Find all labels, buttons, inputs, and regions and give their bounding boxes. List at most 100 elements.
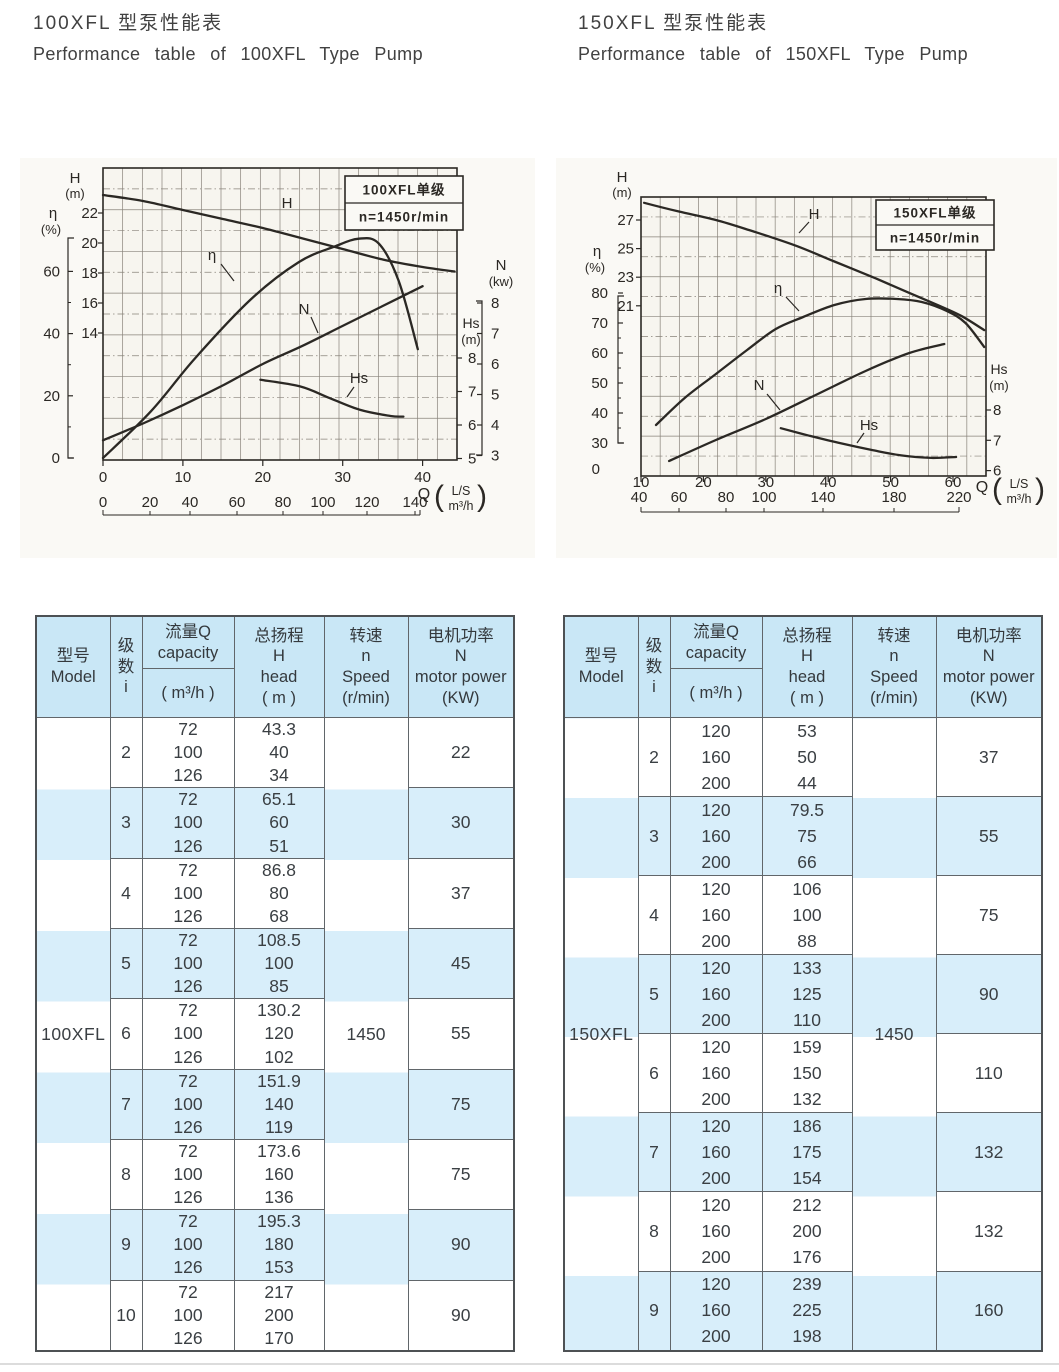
capacity-value: 200 — [669, 1007, 763, 1034]
svg-text:3: 3 — [491, 448, 499, 465]
table-row: 150XFL 2 120 53 1450 37 — [563, 716, 1043, 1351]
head-value: 60 — [233, 811, 325, 835]
table-row: 160 50 — [564, 744, 1042, 771]
head-value: 102 — [233, 1045, 325, 1070]
speed-cell: 1450 — [851, 717, 937, 1351]
svg-text:H: H — [617, 169, 628, 186]
svg-text:L/S: L/S — [452, 484, 471, 498]
head-value: 170 — [233, 1326, 325, 1351]
svg-text:18: 18 — [81, 265, 98, 282]
svg-text:220: 220 — [946, 489, 971, 506]
performance-table-150xfl: 型号 Model 级 数 i 流量Q capacity ( m³/h ) 总扬程… — [563, 615, 1043, 1352]
head-value: 176 — [761, 1244, 853, 1272]
table-row: 100XFL 2 72 43.3 1450 22 — [35, 716, 515, 1351]
svg-text:(: ( — [434, 480, 444, 513]
power-value: 75 — [935, 875, 1043, 955]
svg-text:η: η — [774, 280, 782, 297]
table-row: 100 160 — [36, 1163, 514, 1187]
svg-text:η: η — [593, 243, 601, 260]
table-row: 5 120 133 90 — [564, 954, 1043, 1034]
svg-text:21: 21 — [617, 298, 634, 315]
performance-table-100xfl: 型号 Model 级 数 i 流量Q capacity ( m³/h ) 总扬程… — [35, 615, 515, 1352]
svg-text:20: 20 — [81, 235, 98, 252]
capacity-value: 72 — [141, 1279, 235, 1304]
head-value: 80 — [233, 881, 325, 905]
head-value: 88 — [761, 928, 853, 955]
head-value: 119 — [233, 1115, 325, 1140]
svg-text:40: 40 — [182, 494, 199, 511]
stage-cell: 7 — [109, 1068, 143, 1140]
table-row: 200 88 — [564, 928, 1042, 955]
svg-text:30: 30 — [334, 469, 351, 486]
svg-text:20: 20 — [142, 494, 159, 511]
svg-text:): ) — [477, 480, 487, 513]
capacity-value: 160 — [669, 823, 763, 850]
capacity-value: 100 — [141, 952, 235, 976]
capacity-value: 72 — [141, 927, 235, 953]
svg-text:50: 50 — [591, 375, 608, 392]
table-row: 4 120 106 75 — [564, 875, 1043, 955]
head-value: 125 — [761, 981, 853, 1008]
svg-text:40: 40 — [414, 469, 431, 486]
table-row: 3 72 65.1 30 — [36, 787, 515, 859]
svg-text:4: 4 — [491, 417, 499, 434]
model-cell: 150XFL — [563, 717, 639, 1351]
table-row: 5 72 108.5 45 — [36, 927, 515, 999]
table-row: 100 100 — [36, 952, 514, 976]
svg-text:40: 40 — [631, 489, 648, 506]
svg-text:60: 60 — [671, 489, 688, 506]
head-value: 108.5 — [233, 927, 325, 953]
table-row: 126 170 — [36, 1326, 514, 1351]
head-value: 79.5 — [761, 796, 853, 824]
head-value: 198 — [761, 1323, 853, 1351]
svg-text:Q: Q — [418, 486, 430, 503]
svg-text:5: 5 — [468, 451, 476, 468]
col-header-capacity: 流量Q capacity ( m³/h ) — [669, 615, 763, 718]
table-header-row: 型号 Model 级 数 i 流量Q capacity ( m³/h ) 总扬程… — [563, 615, 1043, 718]
capacity-value: 100 — [141, 1233, 235, 1257]
power-value: 90 — [935, 954, 1043, 1034]
svg-text:m³/h: m³/h — [1007, 492, 1032, 506]
col-header-stage: 级 数 i — [109, 615, 143, 718]
svg-text:60: 60 — [591, 345, 608, 362]
svg-text:0: 0 — [99, 469, 107, 486]
table-row: 9 120 239 160 — [564, 1270, 1043, 1351]
performance-chart-100xfl: 2220181614H(m)6040200η(%)876543N(kw)8765… — [20, 158, 535, 558]
head-value: 85 — [233, 975, 325, 999]
power-value: 110 — [935, 1033, 1043, 1113]
head-value: 173.6 — [233, 1138, 325, 1163]
head-value: 200 — [761, 1218, 853, 1245]
head-value: 160 — [233, 1163, 325, 1187]
table-row: 9 72 195.3 90 — [36, 1209, 515, 1280]
stage-cell: 8 — [637, 1191, 671, 1272]
table-row: 100 140 — [36, 1092, 514, 1116]
capacity-value: 126 — [141, 975, 235, 999]
power-value: 22 — [407, 716, 515, 788]
svg-text:60: 60 — [945, 474, 962, 491]
capacity-value: 120 — [669, 954, 763, 982]
speed-cell: 1450 — [323, 717, 409, 1351]
stage-cell: 7 — [637, 1112, 671, 1192]
capacity-value: 126 — [141, 1326, 235, 1351]
table-row: 100 200 — [36, 1303, 514, 1327]
svg-text:0: 0 — [52, 450, 60, 467]
svg-text:η: η — [208, 247, 216, 264]
capacity-value: 126 — [141, 904, 235, 929]
svg-text:22: 22 — [81, 205, 98, 222]
capacity-value: 126 — [141, 1186, 235, 1210]
svg-text:60: 60 — [43, 263, 60, 280]
table-row: 8 120 212 132 — [564, 1191, 1043, 1272]
table-row: 4 72 86.8 37 — [36, 857, 515, 929]
capacity-value: 160 — [669, 1139, 763, 1166]
capacity-value: 100 — [141, 741, 235, 765]
col-header-capacity: 流量Q capacity ( m³/h ) — [141, 615, 235, 718]
power-value: 75 — [407, 1138, 515, 1210]
capacity-value: 126 — [141, 1256, 235, 1280]
svg-text:(m): (m) — [461, 332, 481, 347]
capacity-value: 100 — [141, 1092, 235, 1116]
capacity-value: 72 — [141, 1068, 235, 1093]
head-value: 159 — [761, 1033, 853, 1061]
table-row: 200 66 — [564, 849, 1042, 876]
svg-text:7: 7 — [491, 326, 499, 343]
